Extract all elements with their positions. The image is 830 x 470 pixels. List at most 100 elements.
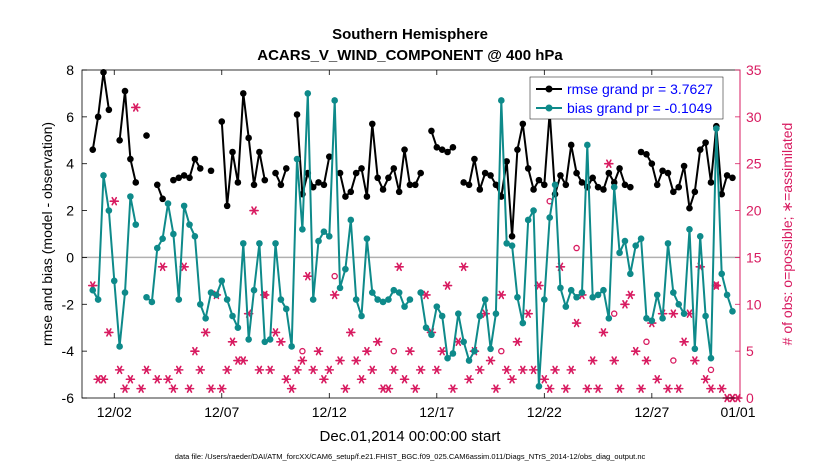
bias-point [627, 270, 634, 278]
legend-rmse-marker [545, 85, 553, 93]
obs-assimilated-stroke [202, 328, 209, 337]
rmse-point [358, 165, 365, 172]
y-tick-label-left: 2 [66, 203, 74, 219]
rmse-point [401, 146, 408, 153]
rmse-point [196, 165, 204, 172]
obs-assimilated-point [587, 356, 598, 365]
rmse-point [282, 165, 290, 172]
bias-point [406, 296, 414, 303]
obs-assimilated-point [544, 384, 555, 393]
rmse-point [616, 165, 623, 172]
bias-point [368, 289, 376, 296]
rmse-point [385, 174, 392, 182]
obs-assimilated-point [410, 384, 421, 393]
obs-assimilated-stroke [509, 374, 515, 384]
obs-assimilated-stroke [132, 103, 139, 112]
obs-assimilated-stroke [670, 309, 677, 318]
rmse-point [508, 233, 516, 240]
bias-point [594, 291, 602, 299]
rmse-point [643, 151, 650, 158]
bias-point [481, 296, 489, 303]
obs-assimilated-stroke [347, 328, 354, 337]
obs-assimilated-point [512, 337, 523, 347]
bias-point [191, 233, 199, 240]
rmse-point [675, 183, 683, 191]
rmse-line-segment [339, 123, 422, 199]
obs-assimilated-point [345, 328, 356, 337]
bias-point [664, 240, 672, 247]
obs-assimilated-stroke [331, 290, 338, 300]
rmse-point [503, 158, 510, 165]
y-tick-label-left: 6 [66, 109, 74, 125]
obs-assimilated-stroke [251, 206, 257, 215]
rmse-point [707, 179, 715, 186]
bias-point [600, 286, 607, 294]
obs-assimilated-point [114, 365, 125, 375]
bias-point [207, 289, 215, 296]
rmse-point [191, 155, 199, 163]
bias-point [659, 315, 666, 322]
rmse-point [428, 127, 435, 135]
rmse-point [487, 172, 494, 179]
bias-point [589, 293, 597, 301]
bias-point [422, 324, 430, 332]
bias-point [498, 97, 505, 104]
bias-point [256, 240, 263, 247]
obs-assimilated-point [630, 346, 641, 356]
obs-assimilated-stroke [589, 356, 596, 365]
obs-assimilated-stroke [600, 328, 607, 337]
obs-assimilated-stroke [407, 346, 413, 356]
obs-assimilated-point [152, 374, 163, 384]
obs-assimilated-stroke [503, 365, 510, 375]
bias-point [438, 312, 446, 320]
rmse-point [170, 176, 177, 184]
y-tick-label-left: 0 [66, 249, 74, 265]
obs-assimilated-point [109, 196, 120, 206]
obs-assimilated-point [528, 365, 539, 375]
obs-assimilated-point [523, 309, 533, 318]
bias-point [245, 336, 252, 343]
x-tick-label: 12/22 [527, 404, 562, 420]
obs-assimilated-point [168, 384, 179, 393]
obs-assimilated-point [609, 356, 620, 365]
y-tick-label-right: 15 [746, 249, 762, 265]
obs-assimilated-point [222, 365, 232, 375]
obs-possible-point [331, 272, 338, 280]
rmse-point [406, 181, 414, 189]
bias-point [578, 289, 586, 296]
bias-point [492, 310, 500, 317]
obs-assimilated-point [383, 384, 394, 393]
obs-assimilated-stroke [692, 356, 698, 365]
obs-assimilated-stroke [396, 262, 402, 272]
rmse-point [627, 183, 634, 191]
bias-line-segment [145, 93, 411, 347]
obs-assimilated-point [227, 337, 238, 347]
obs-assimilated-stroke [294, 365, 300, 375]
obs-assimilated-stroke [493, 384, 499, 393]
legend-rmse-label: rmse grand pr = 3.7627 [567, 81, 713, 97]
bias-point [110, 277, 118, 285]
obs-assimilated-stroke [417, 365, 424, 375]
obs-assimilated-stroke [675, 384, 682, 393]
obs-assimilated-point [706, 384, 716, 393]
obs-assimilated-point [184, 384, 195, 393]
y-tick-label-left: 4 [66, 156, 74, 172]
bias-point [465, 357, 473, 364]
bias-point [653, 291, 661, 299]
bias-point [686, 226, 693, 233]
obs-assimilated-point [195, 365, 206, 375]
obs-assimilated-point [405, 346, 415, 356]
rmse-point [223, 202, 231, 210]
obs-assimilated-point [458, 262, 469, 272]
rmse-point [293, 111, 301, 118]
x-tick-label: 12/12 [312, 404, 347, 420]
bias-point [605, 315, 613, 322]
rmse-point [514, 146, 521, 153]
obs-assimilated-point [163, 374, 173, 384]
bias-point [116, 343, 123, 350]
obs-assimilated-point [173, 365, 184, 375]
obs-assimilated-stroke [159, 262, 166, 272]
obs-assimilated-stroke [267, 365, 273, 375]
bias-point [218, 277, 226, 285]
bias-point [551, 181, 559, 189]
